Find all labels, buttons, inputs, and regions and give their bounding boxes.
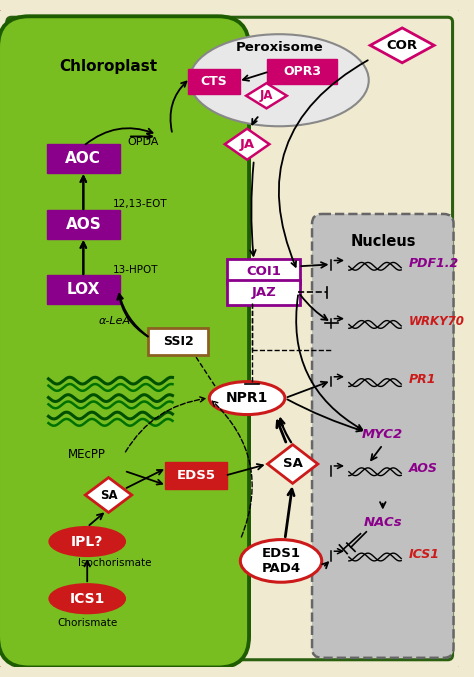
Text: COI1: COI1 [246, 265, 281, 278]
Text: ICS1: ICS1 [409, 548, 440, 561]
Text: AOS: AOS [65, 217, 101, 232]
Text: PDF1.2: PDF1.2 [409, 257, 459, 270]
FancyBboxPatch shape [312, 214, 454, 658]
Text: IPL?: IPL? [71, 535, 103, 548]
Text: SSI2: SSI2 [163, 335, 194, 349]
Text: JA: JA [260, 89, 273, 102]
FancyBboxPatch shape [227, 259, 301, 284]
Ellipse shape [49, 584, 125, 613]
Text: 12,13-EOT: 12,13-EOT [113, 199, 168, 209]
Text: Chloroplast: Chloroplast [59, 59, 157, 74]
Text: α-LeA: α-LeA [98, 315, 130, 326]
FancyBboxPatch shape [227, 280, 301, 305]
Text: PAD4: PAD4 [262, 562, 301, 575]
Text: Nucleus: Nucleus [351, 234, 417, 248]
Polygon shape [246, 83, 287, 108]
Text: Chorismate: Chorismate [57, 618, 118, 628]
FancyBboxPatch shape [46, 210, 120, 239]
Text: SA: SA [100, 489, 118, 502]
Text: LOX: LOX [67, 282, 100, 297]
FancyBboxPatch shape [148, 328, 209, 355]
Polygon shape [267, 445, 318, 483]
Text: JAZ: JAZ [251, 286, 276, 299]
Ellipse shape [190, 35, 369, 127]
Text: Peroxisome: Peroxisome [235, 41, 323, 53]
Polygon shape [85, 477, 132, 512]
Text: AOS: AOS [409, 462, 438, 475]
Text: OPR3: OPR3 [283, 65, 321, 78]
Text: ICS1: ICS1 [70, 592, 105, 606]
FancyBboxPatch shape [188, 68, 240, 94]
Polygon shape [225, 129, 269, 160]
FancyBboxPatch shape [46, 144, 120, 173]
Text: NACs: NACs [364, 516, 402, 529]
Text: Isochorismate: Isochorismate [78, 558, 151, 568]
Text: MYC2: MYC2 [362, 429, 403, 441]
Polygon shape [370, 28, 434, 63]
Ellipse shape [240, 540, 322, 582]
Text: EDS5: EDS5 [176, 469, 215, 482]
FancyBboxPatch shape [267, 59, 337, 84]
Text: COR: COR [387, 39, 418, 52]
Text: JA: JA [239, 137, 255, 151]
Ellipse shape [210, 382, 285, 414]
Text: WRKY70: WRKY70 [409, 315, 465, 328]
Text: AOC: AOC [65, 151, 101, 167]
Text: 13-HPOT: 13-HPOT [113, 265, 158, 275]
FancyBboxPatch shape [0, 16, 249, 668]
Text: MEcPP: MEcPP [68, 447, 106, 461]
Text: SA: SA [283, 458, 302, 471]
FancyBboxPatch shape [165, 462, 227, 489]
FancyBboxPatch shape [46, 275, 120, 304]
Text: CTS: CTS [201, 74, 228, 88]
Ellipse shape [49, 527, 125, 556]
Text: PR1: PR1 [409, 373, 437, 386]
Text: EDS1: EDS1 [262, 546, 301, 560]
Text: OPDA: OPDA [128, 137, 159, 148]
FancyBboxPatch shape [0, 7, 463, 670]
Text: NPR1: NPR1 [226, 391, 268, 405]
